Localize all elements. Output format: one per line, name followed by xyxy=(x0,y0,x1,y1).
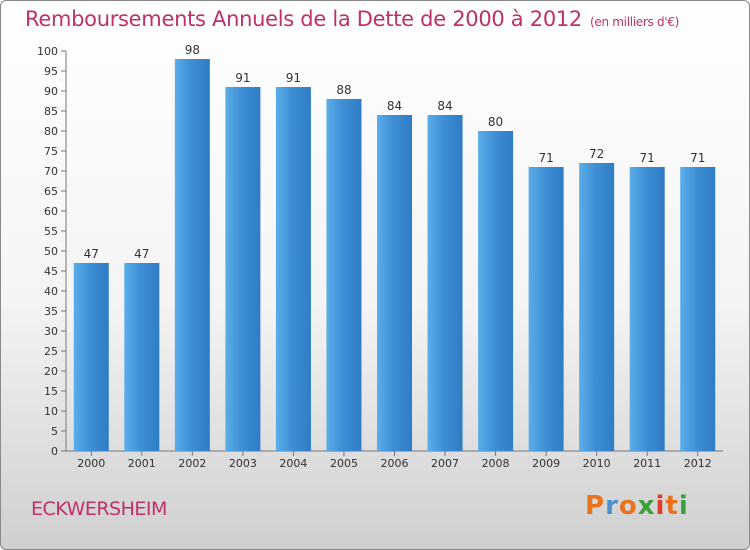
bar-2000 xyxy=(73,263,109,451)
x-tick-label: 2007 xyxy=(431,457,459,470)
y-tick-label: 10 xyxy=(44,405,58,418)
brand-letter: r xyxy=(605,491,619,521)
bar-value-label: 91 xyxy=(286,71,301,85)
bar-value-label: 80 xyxy=(488,115,503,129)
x-tick-label: 2000 xyxy=(77,457,105,470)
y-tick-label: 35 xyxy=(44,305,58,318)
y-tick-label: 45 xyxy=(44,265,58,278)
y-tick-label: 100 xyxy=(37,45,58,58)
y-tick-label: 50 xyxy=(44,245,58,258)
bar-2008 xyxy=(478,131,514,451)
y-tick-label: 25 xyxy=(44,345,58,358)
bar-2010 xyxy=(579,163,615,451)
y-tick-label: 0 xyxy=(51,445,58,458)
bar-2003 xyxy=(225,87,261,451)
bar-value-label: 47 xyxy=(84,247,99,261)
brand-letter: x xyxy=(637,491,656,521)
bar-value-label: 71 xyxy=(690,151,705,165)
bar-2011 xyxy=(629,167,665,451)
brand-letter: i xyxy=(678,491,689,521)
y-tick-label: 65 xyxy=(44,185,58,198)
y-tick-label: 30 xyxy=(44,325,58,338)
bar-2005 xyxy=(326,99,362,451)
chart-unit-label: (en milliers d'€) xyxy=(590,15,680,29)
brand-letter: i xyxy=(655,491,666,521)
y-tick-label: 90 xyxy=(44,85,58,98)
city-name: ECKWERSHEIM xyxy=(31,498,167,520)
y-tick-label: 15 xyxy=(44,385,58,398)
chart-axes: 0 5 10 15 20 25 30 35 40 45 50 55 60 65 70 75 80 85 90 95 10… xyxy=(37,45,723,470)
brand-letter: o xyxy=(618,491,638,521)
x-tick-label: 2012 xyxy=(684,457,712,470)
x-tick-label: 2005 xyxy=(330,457,358,470)
bar-value-label: 72 xyxy=(589,147,604,161)
bar-2001 xyxy=(124,263,160,451)
bar-value-label: 84 xyxy=(437,99,452,113)
x-tick-label: 2009 xyxy=(532,457,560,470)
y-tick-label: 5 xyxy=(51,425,58,438)
bar-value-label: 47 xyxy=(134,247,149,261)
bar-2002 xyxy=(174,59,210,451)
x-tick-label: 2002 xyxy=(178,457,206,470)
y-tick-label: 80 xyxy=(44,125,58,138)
x-tick-label: 2011 xyxy=(633,457,661,470)
brand-letter: P xyxy=(585,491,606,521)
bar-value-label: 88 xyxy=(336,83,351,97)
y-tick-label: 20 xyxy=(44,365,58,378)
bar-value-label: 71 xyxy=(538,151,553,165)
chart-title: Remboursements Annuels de la Dette de 20… xyxy=(25,7,679,31)
bar-2006 xyxy=(377,115,412,451)
x-tick-label: 2010 xyxy=(583,457,611,470)
x-tick-label: 2003 xyxy=(229,457,257,470)
y-tick-label: 60 xyxy=(44,205,58,218)
bar-2007 xyxy=(427,115,463,451)
bar-value-label: 71 xyxy=(640,151,655,165)
bar-2009 xyxy=(528,167,564,451)
brand-letter: t xyxy=(665,491,679,521)
y-tick-label: 70 xyxy=(44,165,58,178)
y-tick-label: 40 xyxy=(44,285,58,298)
y-tick-label: 85 xyxy=(44,105,58,118)
y-tick-label: 55 xyxy=(44,225,58,238)
x-tick-label: 2001 xyxy=(128,457,156,470)
bar-value-label: 91 xyxy=(235,71,250,85)
y-tick-label: 95 xyxy=(44,65,58,78)
bar-2004 xyxy=(275,87,311,451)
y-tick-label: 75 xyxy=(44,145,58,158)
brand-logo[interactable]: Proxiti xyxy=(585,491,689,521)
x-tick-label: 2006 xyxy=(381,457,409,470)
bar-value-label: 84 xyxy=(387,99,402,113)
bar-value-label: 98 xyxy=(185,43,200,57)
chart-title-text: Remboursements Annuels de la Dette de 20… xyxy=(25,7,582,31)
chart-bars: 47 47 98 91 91 88 84 84 80 71 72 71 71 xyxy=(73,43,716,451)
x-tick-label: 2008 xyxy=(482,457,510,470)
bar-2012 xyxy=(680,167,716,451)
x-tick-label: 2004 xyxy=(279,457,307,470)
